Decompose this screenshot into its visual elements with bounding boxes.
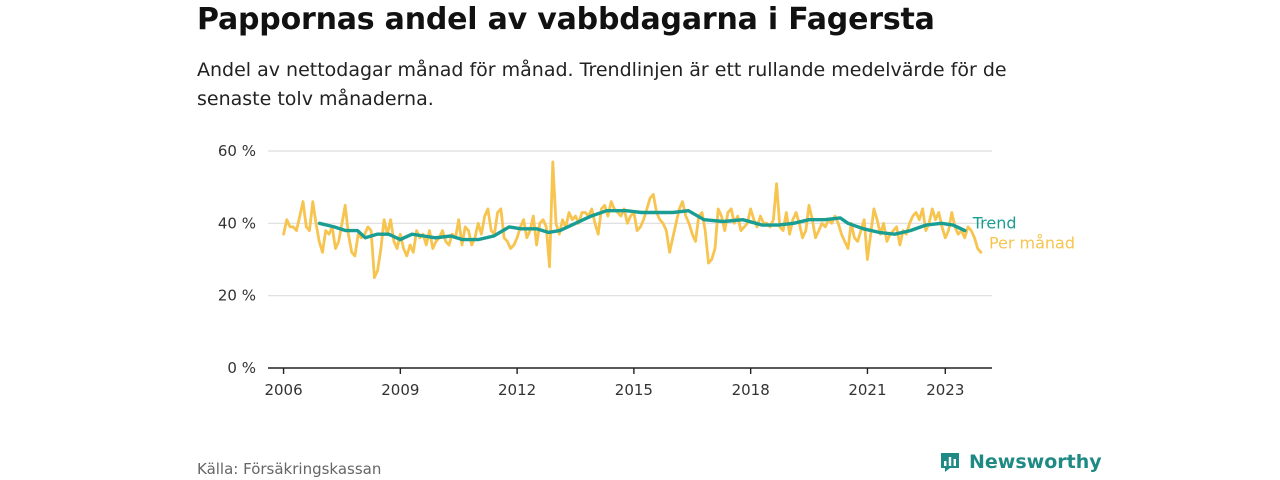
chart-subtitle: Andel av nettodagar månad för månad. Tre… [197,59,1007,110]
series-label-per-manad: Per månad [989,233,1075,252]
x-tick-label: 2018 [732,381,770,399]
x-tick-label: 2015 [615,381,653,399]
series-line-trend [317,209,967,242]
x-tick-label: 2006 [264,381,302,399]
series-line-per-manad [282,160,983,279]
y-tick-label: 40 % [218,214,256,232]
x-tick-label: 2012 [498,381,536,399]
x-axis: 2006 2009 2012 2015 2018 2021 2023 [264,367,992,399]
y-tick-label: 0 % [227,359,256,377]
source-note: Källa: Försäkringskassan [197,460,382,478]
y-tick-label: 60 % [218,142,256,160]
y-axis-ticks: 0 % 20 % 40 % 60 % [218,142,256,377]
y-tick-label: 20 % [218,287,256,305]
x-tick-label: 2021 [848,381,886,399]
chart-title: Pappornas andel av vabbdagarna i Fagerst… [197,2,935,37]
x-tick-label: 2023 [926,381,964,399]
series-lines [282,160,983,279]
x-tick-label: 2009 [381,381,419,399]
brand-name: Newsworthy [969,451,1102,473]
bar-chart-icon [941,453,959,472]
series-label-trend: Trend [972,214,1017,233]
newsworthy-logo[interactable]: Newsworthy [939,451,1102,473]
